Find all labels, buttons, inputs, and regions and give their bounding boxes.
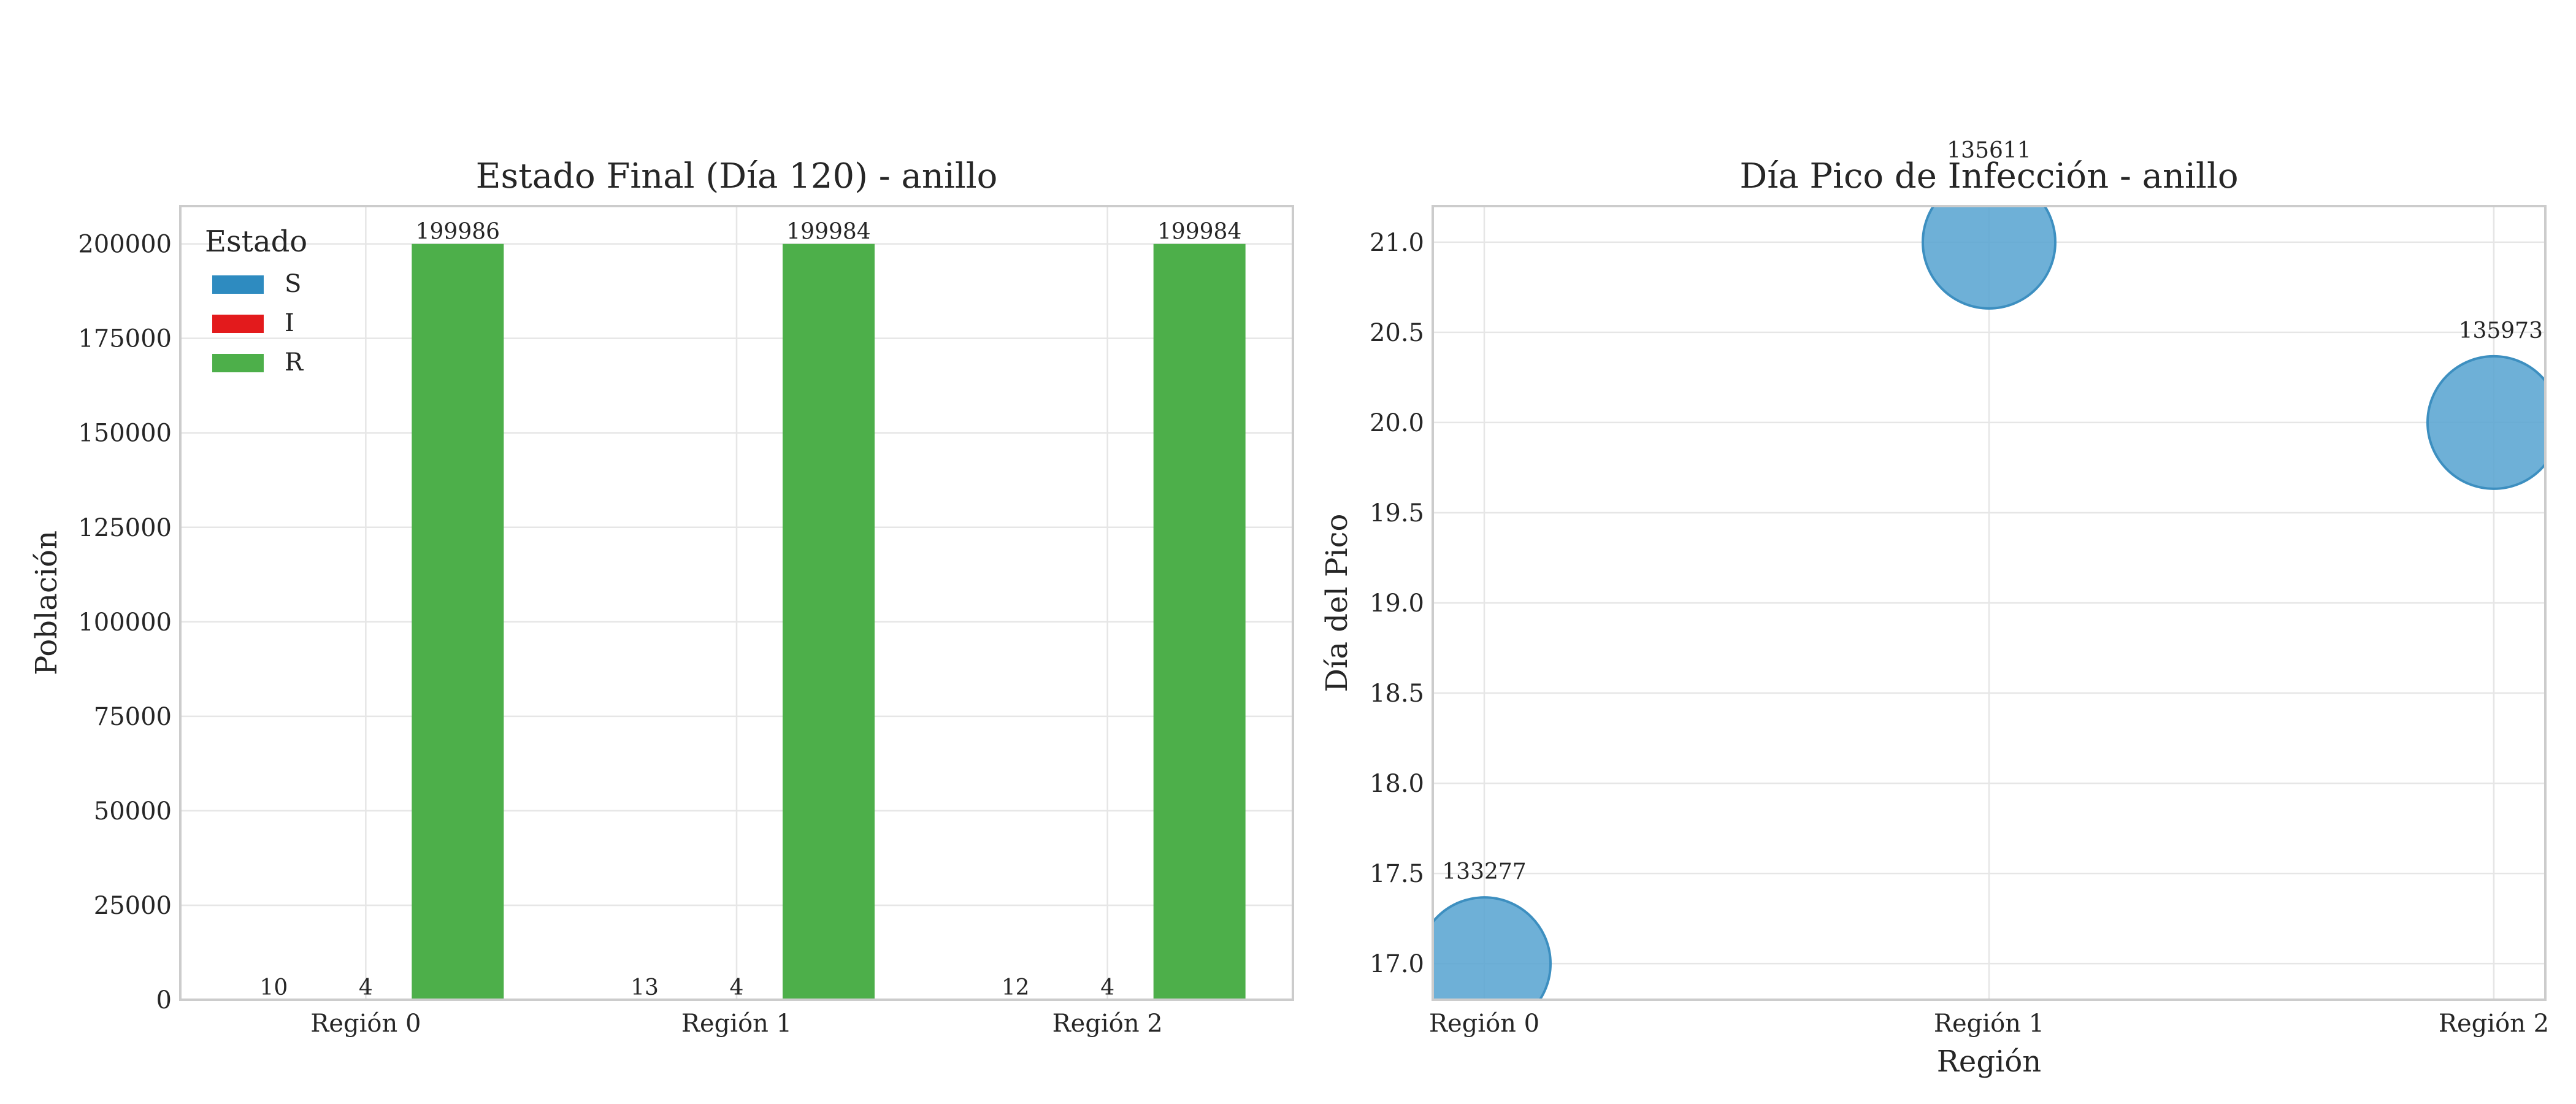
scatter-point-label: 135611 — [1947, 138, 2031, 163]
bar-value-label: 4 — [1100, 975, 1114, 1000]
bar-data-labels: 10 13 12 4 4 4 199986 199984 199984 — [259, 220, 1241, 1000]
scatter-point-label: 135973 — [2459, 318, 2543, 343]
scatter-y-tick-label: 21.0 — [1370, 229, 1424, 257]
scatter-y-tick-label: 19.0 — [1370, 589, 1424, 618]
scatter-chart: 17.0 17.5 18.0 18.5 19.0 19.5 20.0 20.5 21.0 Reg… — [1320, 138, 2549, 1079]
bar-value-label: 4 — [730, 975, 744, 1000]
scatter-point — [2426, 355, 2545, 490]
scatter-point — [1922, 206, 2057, 310]
bar-y-tick-label: 125000 — [78, 514, 172, 542]
bar-r — [412, 243, 504, 1000]
bar-chart: 10 13 12 4 4 4 199986 199984 199984 0 25000 50000 7… — [29, 156, 1294, 1038]
scatter-y-axis-label: Día del Pico — [1320, 514, 1354, 692]
bar-grid — [180, 206, 1293, 1001]
scatter-x-axis-label: Región — [1937, 1045, 2041, 1079]
bar-y-ticks: 0 25000 50000 75000 100000 125000 150000 175000… — [78, 231, 172, 1014]
legend-label-i: I — [285, 309, 294, 337]
bar-value-label: 199984 — [1157, 220, 1241, 245]
scatter-y-tick-label: 17.5 — [1370, 860, 1424, 888]
legend-swatch-s — [212, 275, 264, 294]
bar-value-label: 199984 — [786, 220, 870, 245]
scatter-grid — [1433, 206, 2545, 1000]
legend-label-r: R — [285, 348, 304, 377]
bar-bars — [228, 243, 1246, 1000]
bar-chart-title: Estado Final (Día 120) - anillo — [476, 156, 998, 196]
scatter-y-tick-label: 19.5 — [1370, 499, 1424, 527]
bar-y-tick-label: 175000 — [78, 325, 172, 353]
bar-x-tick-label: Región 1 — [681, 1010, 792, 1038]
bar-value-label: 12 — [1002, 975, 1030, 1000]
legend-title: Estado — [205, 224, 307, 259]
scatter-y-tick-label: 17.0 — [1370, 950, 1424, 978]
scatter-y-tick-label: 18.0 — [1370, 770, 1424, 798]
bar-y-tick-label: 75000 — [94, 703, 172, 731]
bar-y-tick-label: 25000 — [94, 892, 172, 920]
bar-y-tick-label: 0 — [156, 986, 172, 1014]
bar-y-tick-label: 150000 — [78, 420, 172, 448]
scatter-x-tick-label: Región 0 — [1429, 1010, 1539, 1038]
scatter-point-label: 133277 — [1442, 859, 1526, 884]
bar-x-tick-label: Región 0 — [310, 1010, 421, 1038]
bar-value-label: 199986 — [416, 220, 500, 245]
scatter-y-tick-label: 20.0 — [1370, 409, 1424, 437]
bar-value-label: 13 — [631, 975, 659, 1000]
scatter-y-tick-label: 18.5 — [1370, 680, 1424, 708]
scatter-y-tick-label: 20.5 — [1370, 319, 1424, 347]
bar-x-tick-label: Región 2 — [1052, 1010, 1163, 1038]
scatter-point-labels: 133277 135611 135973 — [1442, 138, 2543, 884]
bar-r — [1153, 243, 1246, 1000]
bar-y-tick-label: 100000 — [78, 608, 172, 637]
legend-swatch-r — [212, 354, 264, 372]
scatter-point — [1433, 896, 1552, 1000]
scatter-points — [1433, 206, 2545, 1000]
legend-swatch-i — [212, 315, 264, 333]
scatter-chart-title: Día Pico de Infección - anillo — [1739, 156, 2238, 196]
bar-r — [783, 243, 875, 1000]
bar-y-tick-label: 50000 — [94, 797, 172, 826]
legend-label-s: S — [285, 270, 301, 298]
bar-plot-frame — [179, 205, 1294, 1001]
scatter-y-ticks: 17.0 17.5 18.0 18.5 19.0 19.5 20.0 20.5 21.0 — [1370, 229, 1424, 978]
bar-legend: Estado S I R — [205, 224, 307, 377]
scatter-x-tick-label: Región 1 — [1934, 1010, 2044, 1038]
bar-value-label: 10 — [259, 975, 288, 1000]
bar-x-ticks: Región 0 Región 1 Región 2 — [310, 1010, 1163, 1038]
scatter-plot-frame — [1432, 205, 2547, 1001]
scatter-x-ticks: Región 0 Región 1 Región 2 — [1429, 1010, 2549, 1038]
bar-y-axis-label: Población — [29, 531, 64, 675]
bar-value-label: 4 — [359, 975, 373, 1000]
bar-y-tick-label: 200000 — [78, 231, 172, 259]
scatter-x-tick-label: Región 2 — [2439, 1010, 2549, 1038]
